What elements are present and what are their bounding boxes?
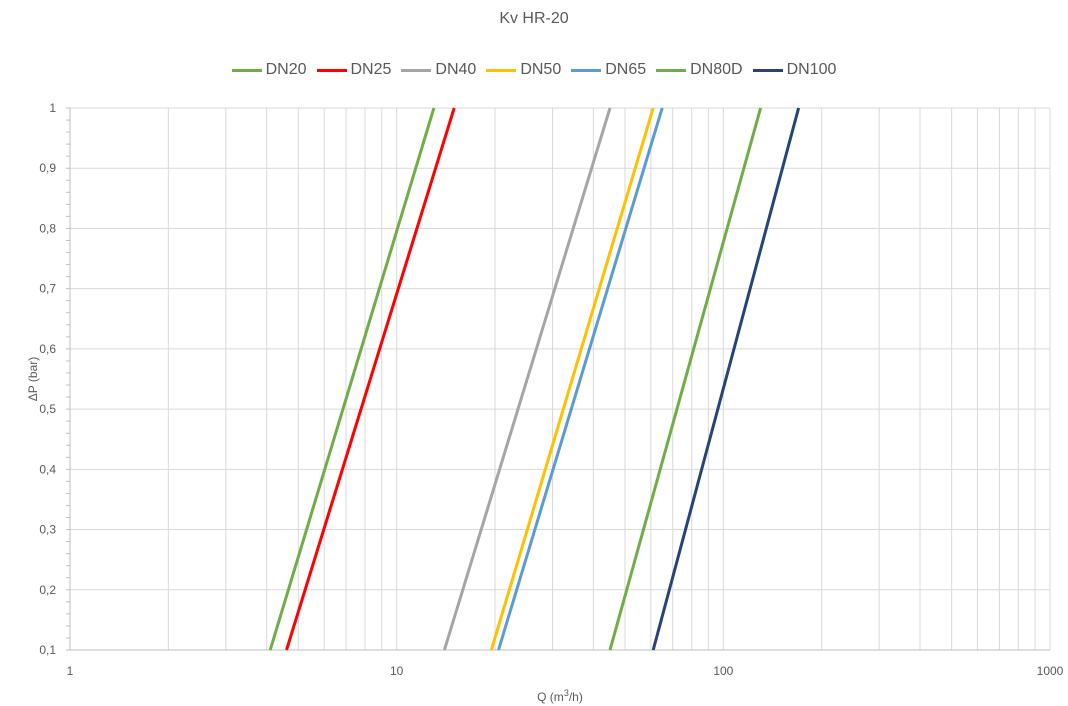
legend-swatch — [231, 68, 262, 72]
chart-legend: DN20 DN25 DN40 DN50 DN65 DN80D DN100 — [0, 61, 1068, 79]
legend-swatch — [656, 68, 687, 72]
series-line-dn50 — [489, 107, 655, 651]
chart-title: Kv HR-20 — [499, 10, 569, 27]
legend-swatch — [401, 68, 432, 72]
x-tick-label: 1000 — [1037, 664, 1064, 678]
y-tick-label: 0,5 — [39, 402, 56, 416]
legend-swatch — [752, 68, 783, 72]
y-tick-label: 0,3 — [39, 523, 56, 537]
legend-label: DN40 — [435, 61, 477, 78]
y-tick-label: 0,9 — [39, 161, 56, 175]
y-tick-label: 0,1 — [39, 643, 56, 657]
x-tick-label: 100 — [713, 664, 733, 678]
legend-item-dn65: DN65 — [571, 61, 646, 79]
legend-label: DN25 — [350, 61, 392, 78]
legend-label: DN65 — [605, 61, 647, 78]
legend-item-dn100: DN100 — [752, 61, 837, 79]
legend-label: DN50 — [520, 61, 562, 78]
legend-label: DN100 — [786, 61, 837, 78]
y-tick-label: 1 — [49, 101, 56, 115]
legend-swatch — [486, 68, 517, 72]
legend-item-dn40: DN40 — [401, 61, 476, 79]
legend-label: DN20 — [265, 61, 307, 78]
legend-label: DN80D — [690, 61, 743, 78]
y-tick-label: 0,2 — [39, 583, 56, 597]
y-axis-title: ΔP (bar) — [26, 357, 40, 401]
series-line-dn65 — [497, 107, 664, 651]
series-line-dn40 — [442, 107, 612, 651]
x-tick-label: 1 — [67, 664, 74, 678]
legend-item-dn25: DN25 — [316, 61, 392, 79]
legend-item-dn50: DN50 — [486, 61, 561, 79]
legend-item-dn20: DN20 — [231, 61, 307, 79]
legend-swatch — [571, 68, 602, 72]
legend-swatch — [316, 68, 347, 72]
series-line-dn20 — [268, 107, 436, 651]
x-tick-label: 10 — [390, 664, 404, 678]
y-tick-label: 0,6 — [39, 342, 56, 356]
y-tick-label: 0,8 — [39, 221, 56, 235]
series-line-dn80d — [608, 107, 763, 651]
series-line-dn25 — [285, 107, 456, 651]
y-tick-label: 0,7 — [39, 282, 56, 296]
y-tick-label: 0,4 — [39, 462, 56, 476]
legend-item-dn80d: DN80D — [656, 61, 743, 79]
series-line-dn100 — [651, 107, 801, 651]
x-axis-title: Q (m3/h) — [537, 688, 583, 704]
